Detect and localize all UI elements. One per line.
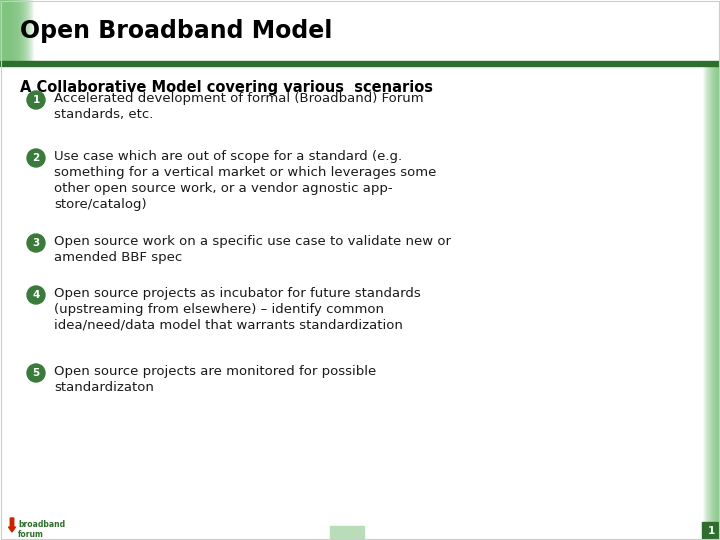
Circle shape — [27, 234, 45, 252]
Bar — [708, 0, 709, 540]
Bar — [702, 522, 720, 540]
Bar — [716, 0, 717, 540]
Circle shape — [27, 286, 45, 304]
Bar — [714, 0, 715, 540]
Bar — [711, 0, 712, 540]
Bar — [710, 0, 711, 540]
Bar — [705, 0, 706, 540]
Text: 3: 3 — [32, 238, 40, 248]
Text: Open source projects as incubator for future standards
(upstreaming from elsewhe: Open source projects as incubator for fu… — [54, 287, 420, 332]
Bar — [719, 0, 720, 540]
Bar — [703, 0, 704, 540]
Bar — [712, 0, 713, 540]
Text: Open source projects are monitored for possible
standardizaton: Open source projects are monitored for p… — [54, 365, 377, 394]
Text: broadband
forum: broadband forum — [18, 520, 65, 539]
Text: A Collaborative Model covering various  scenarios: A Collaborative Model covering various s… — [20, 80, 433, 95]
Bar — [707, 0, 708, 540]
Text: Use case which are out of scope for a standard (e.g.
something for a vertical ma: Use case which are out of scope for a st… — [54, 150, 436, 211]
Text: 4: 4 — [32, 290, 40, 300]
Bar — [713, 0, 714, 540]
Circle shape — [27, 91, 45, 109]
Text: Open Broadband Model: Open Broadband Model — [20, 19, 333, 43]
Bar — [718, 0, 719, 540]
Bar — [709, 0, 710, 540]
Circle shape — [27, 149, 45, 167]
Text: Accelerated development of formal (Broadband) Forum
standards, etc.: Accelerated development of formal (Broad… — [54, 92, 423, 121]
Bar — [330, 526, 364, 538]
Text: 1: 1 — [707, 526, 715, 536]
Bar — [715, 0, 716, 540]
Bar — [0, 0, 720, 62]
Bar — [704, 0, 705, 540]
Bar — [702, 0, 703, 540]
Circle shape — [27, 364, 45, 382]
Text: 1: 1 — [32, 95, 40, 105]
Text: Open source work on a specific use case to validate new or
amended BBF spec: Open source work on a specific use case … — [54, 235, 451, 264]
Text: 2: 2 — [32, 153, 40, 163]
Bar — [717, 0, 718, 540]
Bar — [0, 61, 720, 66]
Text: 5: 5 — [32, 368, 40, 378]
FancyArrow shape — [9, 518, 16, 532]
Bar — [706, 0, 707, 540]
